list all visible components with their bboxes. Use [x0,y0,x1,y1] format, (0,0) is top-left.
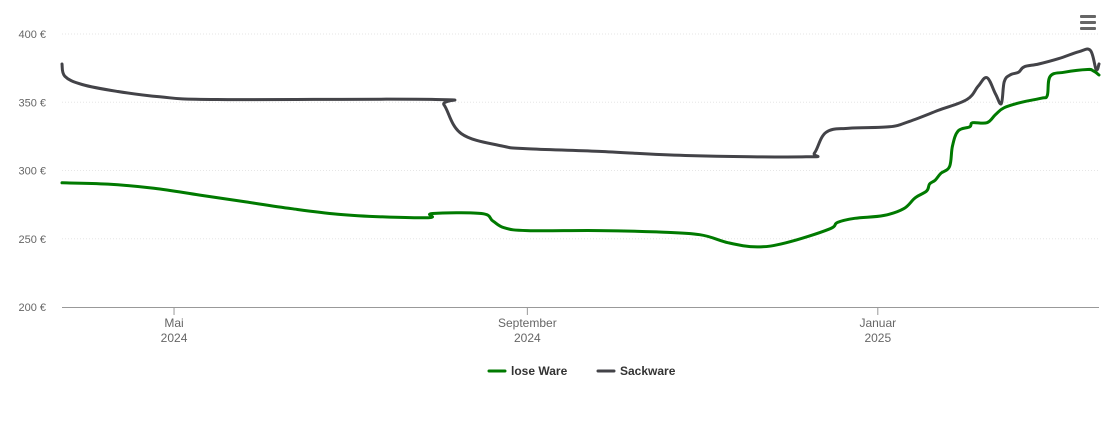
y-tick-label: 200 € [18,302,46,314]
series-line-lose-ware [60,67,1101,249]
x-tick-label: September [498,316,557,330]
series [60,47,1101,249]
y-tick-label: 300 € [18,166,46,178]
legend-label: lose Ware [511,364,568,378]
chart-menu-button[interactable] [1074,10,1102,34]
axes: 400 €350 €300 €250 €200 €Mai2024Septembe… [18,29,1099,345]
x-tick-year-label: 2024 [161,331,188,345]
x-tick-year-label: 2025 [864,331,891,345]
grid [62,33,1099,240]
legend[interactable]: lose Ware Sackware [487,364,676,378]
y-tick-label: 250 € [18,234,46,246]
x-tick-year-label: 2024 [514,331,541,345]
legend-item-sackware[interactable]: Sackware [596,364,676,378]
series-line-sackware [60,47,1101,159]
x-tick-label: Januar [859,316,896,330]
x-tick-label: Mai [164,316,183,330]
legend-label: Sackware [620,364,676,378]
y-tick-label: 400 € [18,29,46,41]
y-tick-label: 350 € [18,97,46,109]
legend-item-lose-ware[interactable]: lose Ware [487,364,568,378]
